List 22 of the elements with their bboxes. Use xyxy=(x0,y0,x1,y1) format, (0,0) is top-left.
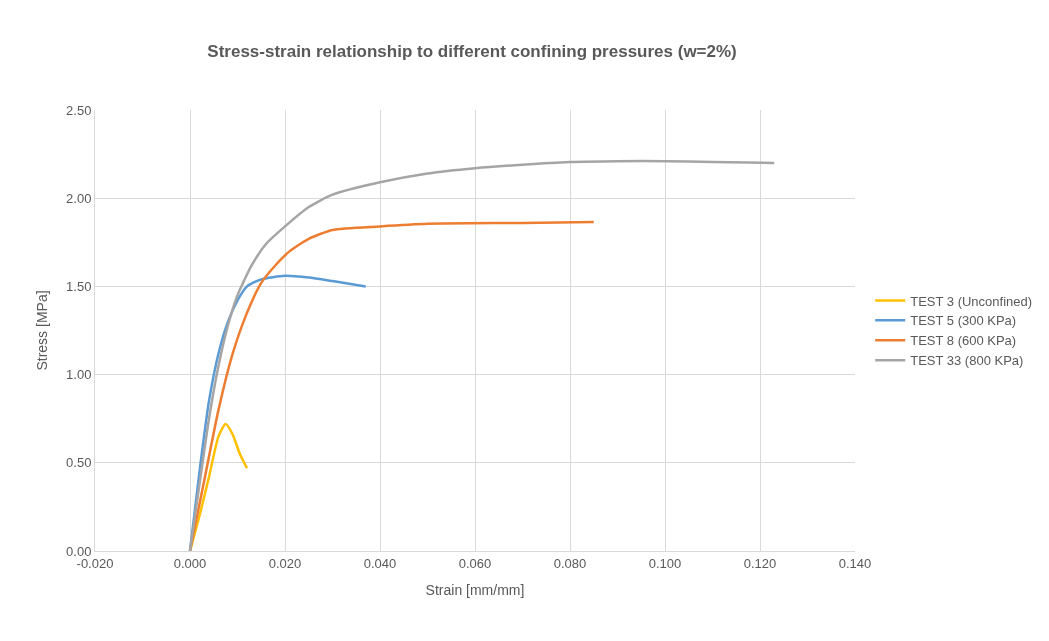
y-tick-label: 1.50 xyxy=(66,278,92,294)
legend-label: TEST 5 (300 KPa) xyxy=(910,313,1017,329)
x-axis-title: Strain [mm/mm] xyxy=(425,581,525,598)
x-tick-label: 0.060 xyxy=(458,555,492,571)
line-series xyxy=(188,220,595,551)
x-tick-label: 0.120 xyxy=(743,555,777,571)
y-axis-title: Stress [MPa] xyxy=(33,290,50,371)
x-tick-label: 0.080 xyxy=(553,555,587,571)
y-tick-label: 1.00 xyxy=(66,367,92,383)
x-tick-label: 0.020 xyxy=(268,555,302,571)
x-tick-label: 0.000 xyxy=(173,555,207,571)
x-tick-label: 0.100 xyxy=(648,555,682,571)
x-tick-label: 0.040 xyxy=(363,555,397,571)
y-tick-label: 2.50 xyxy=(66,102,92,118)
legend-label: TEST 33 (800 KPa) xyxy=(910,353,1024,369)
line-series xyxy=(188,159,776,551)
legend-label: TEST 8 (600 KPa) xyxy=(910,333,1017,349)
y-tick-label: 2.00 xyxy=(66,190,92,206)
x-tick-label: 0.140 xyxy=(838,555,872,571)
legend-label: TEST 3 (Unconfined) xyxy=(910,293,1033,309)
y-tick-label: 0.50 xyxy=(66,455,92,471)
chart-title: Stress-strain relationship to different confining pressures (w=2%) xyxy=(207,41,737,61)
